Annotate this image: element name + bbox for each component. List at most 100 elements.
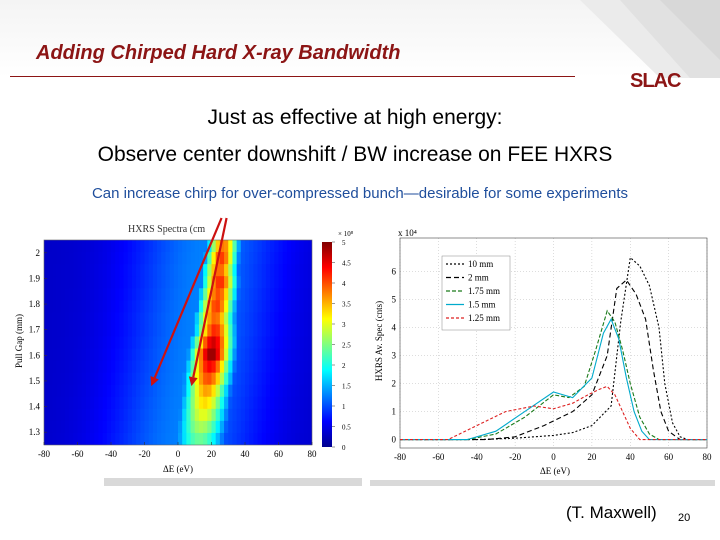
line-x-label: ΔE (eV) — [540, 466, 570, 476]
heatmap-cell — [211, 396, 217, 410]
heatmap-cell — [307, 348, 312, 362]
heatmap-cell — [106, 384, 112, 398]
heatmap-cell — [148, 336, 154, 350]
heatmap-cell — [265, 396, 271, 410]
heatmap-cell — [249, 252, 254, 265]
heatmap-cell — [232, 360, 238, 374]
heatmap-cell — [186, 324, 192, 337]
heatmap-cell — [295, 384, 300, 398]
heatmap-cell — [215, 384, 221, 398]
heatmap-cell — [161, 420, 166, 434]
heatmap-cell — [182, 348, 187, 362]
heatmap-cell — [173, 348, 179, 362]
heatmap-cell — [52, 252, 58, 265]
heatmap-cell — [69, 396, 74, 410]
heatmap-cell — [44, 300, 49, 313]
heatmap-cell — [140, 300, 145, 313]
heatmap-cell — [73, 384, 78, 398]
heatmap-cell — [198, 384, 204, 398]
heatmap-cell — [90, 348, 95, 362]
heatmap-cell — [52, 240, 58, 253]
heatmap-cell — [81, 348, 87, 362]
heatmap-cell — [265, 252, 271, 265]
heatmap-cell — [253, 276, 259, 289]
heatmap-cell — [295, 324, 300, 337]
heatmap-cell — [73, 348, 78, 362]
heatmap-cell — [278, 264, 284, 277]
heatmap-cell — [228, 300, 233, 313]
series-line-0 — [400, 256, 707, 441]
heatmap-cell — [165, 420, 171, 434]
heatmap-cell — [169, 360, 175, 374]
heatmap-cell — [186, 276, 192, 289]
heatmap-cell — [278, 420, 284, 434]
heatmap-cell — [261, 288, 267, 301]
heatmap-cell — [224, 324, 229, 337]
heatmap-cell — [123, 312, 129, 325]
heatmap-cell — [140, 360, 145, 374]
heatmap-cell — [245, 324, 250, 337]
heatmap-cell — [194, 252, 200, 265]
heatmap-cell — [265, 312, 271, 325]
heatmap-cell — [106, 312, 112, 325]
heatmap-cell — [60, 360, 66, 374]
heatmap-cell — [261, 348, 267, 362]
heatmap-cell — [178, 300, 183, 313]
heatmap-cell — [224, 240, 229, 253]
heatmap-cell — [73, 240, 78, 253]
heatmap-cell — [198, 360, 204, 374]
heatmap-cell — [270, 276, 275, 289]
heatmap-cell — [299, 408, 305, 422]
heatmap-cell — [198, 408, 204, 422]
heatmap-cell — [73, 312, 78, 325]
heatmap-cell — [52, 360, 58, 374]
heatmap-cell — [77, 396, 83, 410]
heatmap-cell — [211, 312, 217, 325]
heatmap-cell — [161, 276, 166, 289]
heatmap-cell — [123, 408, 129, 422]
heatmap-cell — [81, 360, 87, 374]
heatmap-cell — [274, 360, 279, 374]
heatmap-cell — [173, 408, 179, 422]
heatmap-cell — [291, 300, 296, 313]
heatmap-cell — [253, 420, 259, 434]
heatmap-cell — [265, 240, 271, 253]
heatmap-cell — [48, 372, 53, 386]
heatmap-cell — [48, 312, 53, 325]
heatmap-cell — [182, 372, 187, 386]
heatmap-cell — [207, 324, 212, 337]
heatmap-cell — [303, 276, 309, 289]
heatmap-cell — [48, 300, 53, 313]
heatmap-cell — [60, 432, 66, 445]
heatmap-cell — [48, 276, 53, 289]
heatmap-cell — [219, 252, 225, 265]
heatmap-cell — [219, 384, 225, 398]
heatmap-cell — [232, 372, 238, 386]
heatmap-cell — [148, 240, 154, 253]
heatmap-cell — [77, 432, 83, 445]
heatmap-cell — [173, 432, 179, 445]
heatmap-cell — [232, 240, 238, 253]
heatmap-cell — [173, 372, 179, 386]
heatmap-x-tick-label: 40 — [241, 449, 251, 459]
heatmap-cell — [169, 432, 175, 445]
heatmap-cell — [140, 336, 145, 350]
heatmap-cell — [286, 336, 292, 350]
line-x-tick-label: -40 — [471, 452, 483, 462]
heatmap-cell — [282, 324, 288, 337]
heatmap-cell — [98, 408, 104, 422]
heatmap-cell — [131, 384, 137, 398]
heatmap-cell — [224, 288, 229, 301]
heatmap-cell — [140, 264, 145, 277]
heatmap-cell — [102, 360, 108, 374]
heatmap-cell — [215, 396, 221, 410]
heatmap-cell — [148, 276, 154, 289]
heatmap-cell — [299, 288, 305, 301]
chirp-arrow-head — [188, 376, 198, 387]
heatmap-cell — [261, 432, 267, 445]
heatmap-cell — [249, 312, 254, 325]
heatmap-cell — [240, 240, 246, 253]
heatmap-cell — [224, 408, 229, 422]
heatmap-cell — [249, 276, 254, 289]
heatmap-cell — [291, 396, 296, 410]
